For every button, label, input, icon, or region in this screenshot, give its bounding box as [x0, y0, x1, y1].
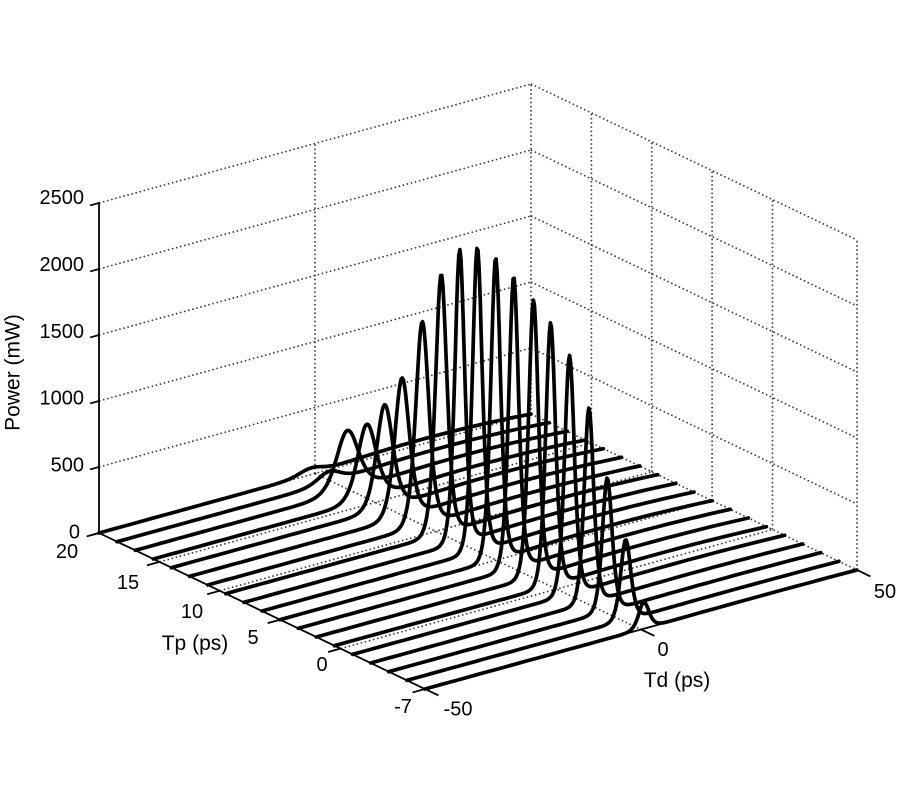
svg-text:1000: 1000: [40, 388, 85, 410]
svg-text:10: 10: [181, 601, 203, 623]
svg-text:0: 0: [69, 522, 80, 544]
svg-text:2500: 2500: [40, 187, 85, 209]
svg-text:20: 20: [56, 541, 78, 563]
svg-text:Td (ps): Td (ps): [644, 669, 711, 692]
svg-text:-50: -50: [444, 699, 473, 721]
svg-text:2000: 2000: [40, 254, 85, 276]
svg-text:-7: -7: [394, 696, 412, 718]
svg-text:Tp (ps): Tp (ps): [162, 632, 229, 655]
svg-text:Power (mW): Power (mW): [2, 314, 25, 431]
svg-text:50: 50: [874, 581, 896, 603]
svg-text:5: 5: [247, 627, 258, 649]
svg-text:1500: 1500: [40, 321, 85, 343]
svg-text:15: 15: [117, 572, 139, 594]
svg-text:0: 0: [316, 654, 327, 676]
svg-text:0: 0: [657, 639, 668, 661]
svg-text:500: 500: [51, 455, 84, 477]
